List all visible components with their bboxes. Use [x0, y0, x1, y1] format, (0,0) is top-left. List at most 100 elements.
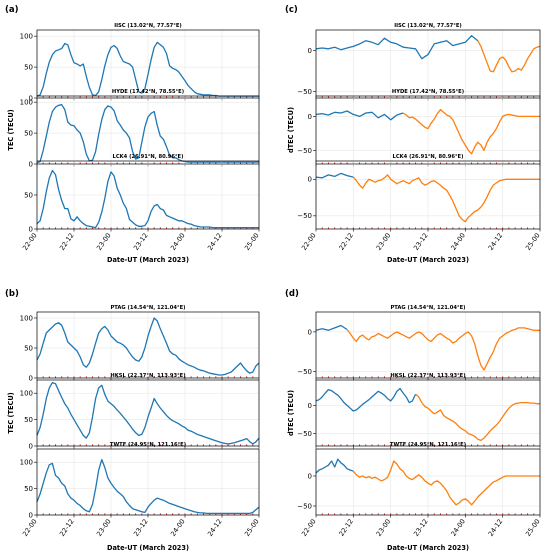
hour-marker [227, 513, 229, 515]
hour-marker [421, 376, 423, 378]
hour-marker [377, 227, 379, 229]
y-tick-label: −50 [297, 430, 312, 438]
x-tick-label: 22-12 [337, 518, 355, 538]
hour-marker [178, 376, 180, 378]
hour-marker [85, 376, 87, 378]
hour-marker [79, 162, 81, 164]
hour-marker [55, 162, 56, 164]
hour-marker [527, 513, 529, 515]
hour-marker [527, 96, 529, 98]
hour-marker [359, 96, 361, 98]
y-tick-label: 50 [24, 191, 33, 199]
hour-marker [79, 376, 81, 378]
hour-marker [42, 96, 44, 98]
hour-marker [129, 96, 130, 98]
hour-marker [92, 513, 93, 515]
hour-marker [520, 227, 522, 229]
hour-marker [402, 227, 404, 229]
x-tick-label: 22-00 [300, 232, 318, 252]
hour-marker [129, 513, 130, 515]
subplot-1: −50 0 HKSL (22.37°N, 113.93°E) [297, 373, 541, 449]
hour-marker [452, 513, 454, 515]
x-tick-label: 22-12 [58, 232, 76, 252]
y-tick-label: 100 [20, 99, 33, 107]
series-line-1 [352, 460, 540, 506]
hour-marker [203, 96, 204, 98]
hour-marker [446, 162, 448, 164]
hour-marker [495, 444, 497, 446]
hour-marker [85, 96, 87, 98]
hour-marker [390, 376, 392, 378]
y-tick-label: 0 [308, 328, 312, 336]
hour-marker [340, 444, 342, 446]
hour-marker [421, 96, 423, 98]
hour-marker [390, 513, 392, 515]
hour-marker [233, 513, 235, 515]
series-line-0 [315, 35, 479, 60]
hour-marker [159, 96, 161, 98]
hour-marker [402, 376, 404, 378]
hour-marker [166, 162, 167, 164]
x-tick-label: 22-00 [21, 232, 39, 252]
hour-marker [141, 96, 143, 98]
hour-marker [477, 96, 479, 98]
hour-marker [396, 444, 398, 446]
hour-marker [321, 513, 323, 515]
hour-marker [377, 96, 379, 98]
hour-marker [42, 513, 44, 515]
hour-marker [458, 96, 460, 98]
subplot-2: −50 0 LCK4 (26.91°N, 80.96°E) [297, 154, 541, 232]
y-tick-label: 50 [24, 344, 33, 352]
hour-marker [495, 513, 497, 515]
hour-marker [508, 376, 510, 378]
series-line-0 [315, 387, 417, 412]
hour-marker [327, 376, 329, 378]
hour-marker [533, 162, 535, 164]
hour-marker [240, 376, 241, 378]
hour-marker [371, 444, 373, 446]
y-tick-label: −50 [297, 368, 312, 376]
hour-marker [402, 444, 404, 446]
hour-marker [141, 513, 143, 515]
hour-marker [334, 227, 336, 229]
y-tick-label: 100 [20, 33, 33, 41]
hour-marker [42, 376, 44, 378]
hour-marker [55, 444, 56, 446]
hour-marker [184, 444, 186, 446]
hour-marker [98, 96, 100, 98]
hour-marker [92, 162, 93, 164]
x-tick-label: 25-00 [243, 232, 261, 252]
hour-marker [55, 227, 56, 229]
hour-marker [215, 513, 217, 515]
hour-marker [55, 96, 56, 98]
hour-marker [396, 162, 398, 164]
hour-marker [233, 96, 235, 98]
hour-marker [233, 444, 235, 446]
hour-marker [433, 96, 435, 98]
y-tick-label: 100 [20, 459, 33, 467]
y-tick-label: 50 [24, 129, 33, 137]
subplot-1: 0 50 100 HYDE (17.42°N, 78.55°E) [20, 89, 260, 168]
hour-marker [439, 227, 441, 229]
hour-marker [252, 444, 254, 446]
hour-marker [147, 513, 149, 515]
hour-marker [446, 227, 448, 229]
hour-marker [209, 162, 211, 164]
x-tick-label: 23-00 [95, 232, 113, 252]
hour-marker [508, 227, 510, 229]
hour-marker [458, 376, 460, 378]
subplot-title: IISC (13.02°N, 77.57°E) [394, 23, 462, 29]
y-tick-label: 0 [29, 442, 33, 450]
hour-marker [390, 444, 392, 446]
x-axis-label: Date-UT (March 2023) [107, 256, 189, 264]
hour-marker [495, 96, 497, 98]
hour-marker [533, 96, 535, 98]
hour-marker [104, 444, 106, 446]
hour-marker [116, 96, 118, 98]
hour-marker [464, 376, 466, 378]
hour-marker [489, 444, 491, 446]
hour-marker [489, 162, 491, 164]
hour-marker [514, 162, 516, 164]
hour-marker [439, 96, 441, 98]
hour-marker [141, 162, 143, 164]
